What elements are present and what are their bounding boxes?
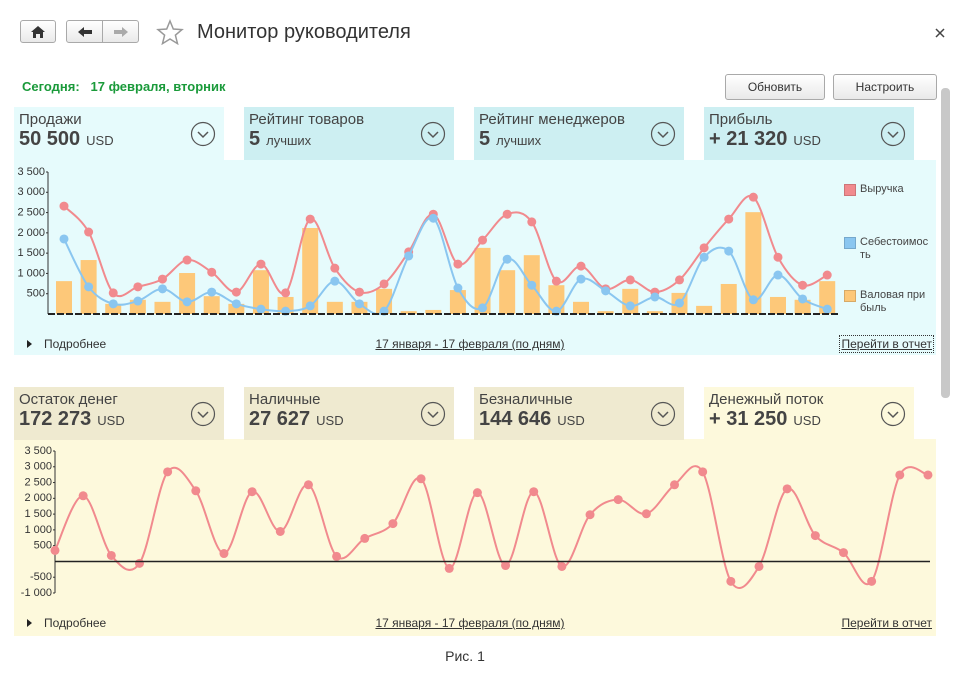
tile-value-line: 50 500 USD: [19, 128, 224, 151]
kpi-tile[interactable]: Прибыль + 21 320 USD: [704, 107, 914, 160]
tile-value: + 21 320: [709, 128, 788, 150]
legend-swatch: [844, 290, 856, 302]
back-button[interactable]: [66, 20, 103, 43]
legend-label: Выручка: [860, 183, 904, 195]
kpi-tile[interactable]: Безналичные 144 646 USD: [474, 387, 684, 440]
legend-swatch: [844, 237, 856, 249]
favorite-star[interactable]: [156, 19, 184, 45]
tile-value-line: + 21 320 USD: [709, 128, 914, 151]
expand-icon[interactable]: [420, 121, 446, 147]
tile-title: Наличные: [249, 391, 321, 408]
tile-unit: USD: [793, 413, 821, 428]
expand-icon[interactable]: [880, 121, 906, 147]
page-title: Монитор руководителя: [197, 21, 411, 43]
tile-title: Рейтинг менеджеров: [479, 111, 625, 128]
legend-label: Себестоимость: [860, 236, 929, 261]
expand-icon[interactable]: [420, 401, 446, 427]
more-toggle[interactable]: Подробнее: [27, 337, 106, 351]
more-arrow-icon: [27, 340, 32, 348]
today-line: Сегодня: 17 февраля, вторник: [22, 79, 225, 94]
report-link[interactable]: Перейти в отчет: [841, 616, 932, 630]
tile-title: Денежный поток: [709, 391, 824, 408]
chart-panel: [14, 439, 936, 636]
kpi-tile[interactable]: Продажи 50 500 USD: [14, 107, 224, 160]
tile-value-line: 5 лучших: [249, 128, 454, 151]
tile-unit: USD: [557, 413, 585, 428]
expand-icon[interactable]: [650, 121, 676, 147]
tile-value-line: 172 273 USD: [19, 408, 224, 431]
period-link[interactable]: 17 января - 17 февраля (по дням): [375, 337, 565, 351]
tile-value: 5: [479, 128, 491, 150]
tile-value: 27 627: [249, 408, 311, 430]
tile-unit: лучших: [266, 133, 312, 148]
home-icon: [31, 25, 45, 38]
close-button[interactable]: [934, 27, 946, 39]
tile-value-line: 144 646 USD: [479, 408, 684, 431]
tile-value-line: + 31 250 USD: [709, 408, 914, 431]
home-button[interactable]: [20, 20, 56, 43]
tile-unit: USD: [97, 413, 125, 428]
back-icon: [77, 26, 92, 37]
expand-icon[interactable]: [880, 401, 906, 427]
legend-item: Выручка: [844, 183, 930, 196]
report-link[interactable]: Перейти в отчет: [839, 335, 934, 353]
tile-title: Рейтинг товаров: [249, 111, 365, 128]
tile-value: 172 273: [19, 408, 92, 430]
kpi-tile[interactable]: Остаток денег 172 273 USD: [14, 387, 224, 440]
tile-value-line: 5 лучших: [479, 128, 684, 151]
tile-title: Безналичные: [479, 391, 573, 408]
figure-caption: Рис. 1: [445, 648, 485, 664]
chart-panel: [14, 160, 936, 355]
more-arrow-icon: [27, 619, 32, 627]
expand-icon[interactable]: [650, 401, 676, 427]
more-toggle[interactable]: Подробнее: [27, 616, 106, 630]
kpi-tile[interactable]: Рейтинг менеджеров 5 лучших: [474, 107, 684, 160]
forward-icon: [113, 26, 128, 37]
tile-value-line: 27 627 USD: [249, 408, 454, 431]
tile-value: 50 500: [19, 128, 81, 150]
kpi-tile[interactable]: Денежный поток + 31 250 USD: [704, 387, 914, 440]
expand-icon[interactable]: [190, 401, 216, 427]
refresh-button[interactable]: Обновить: [725, 74, 825, 100]
today-date: 17 февраля, вторник: [90, 79, 226, 94]
legend-label: Валовая прибыль: [860, 289, 926, 314]
tile-title: Прибыль: [709, 111, 773, 128]
settings-button[interactable]: Настроить: [833, 74, 937, 100]
tile-value: 5: [249, 128, 261, 150]
legend-swatch: [844, 184, 856, 196]
tile-unit: USD: [793, 133, 821, 148]
legend-item: Себестоимость: [844, 236, 930, 262]
more-label: Подробнее: [44, 337, 107, 351]
more-label: Подробнее: [44, 616, 107, 630]
period-link[interactable]: 17 января - 17 февраля (по дням): [375, 616, 565, 630]
kpi-tile[interactable]: Наличные 27 627 USD: [244, 387, 454, 440]
legend-item: Валовая прибыль: [844, 289, 930, 315]
tile-value: 144 646: [479, 408, 552, 430]
tile-unit: USD: [86, 133, 114, 148]
tile-unit: USD: [316, 413, 344, 428]
today-label: Сегодня:: [22, 79, 80, 94]
forward-button[interactable]: [102, 20, 139, 43]
kpi-tile[interactable]: Рейтинг товаров 5 лучших: [244, 107, 454, 160]
tile-value: + 31 250: [709, 408, 788, 430]
tile-unit: лучших: [496, 133, 542, 148]
tile-title: Остаток денег: [19, 391, 118, 408]
tile-title: Продажи: [19, 111, 82, 128]
scrollbar-thumb[interactable]: [941, 88, 950, 398]
expand-icon[interactable]: [190, 121, 216, 147]
